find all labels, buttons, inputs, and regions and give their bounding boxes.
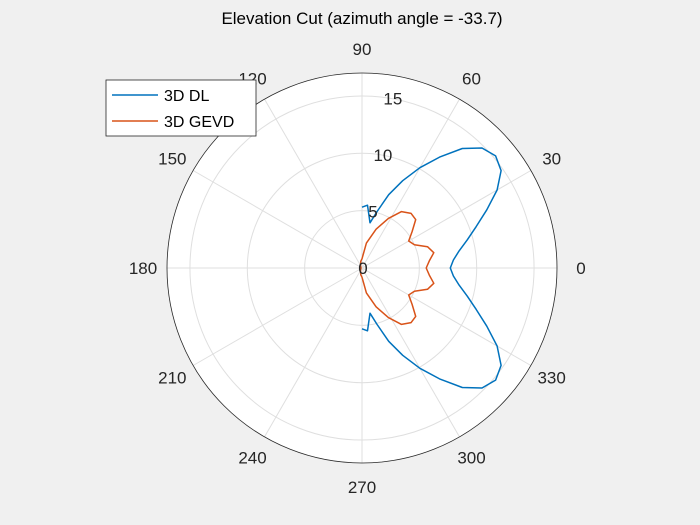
theta-gridline-30 <box>361 170 532 269</box>
r-gridline-5 <box>304 210 420 326</box>
theta-gridline-330 <box>361 267 532 366</box>
theta-tick-label: 240 <box>238 449 266 468</box>
r-tick-label: 15 <box>383 90 402 109</box>
r-gridline-10 <box>246 152 478 384</box>
theta-tick-label: 90 <box>353 40 372 59</box>
legend-entry: 3D GEVD <box>164 114 234 131</box>
theta-tick-label: 330 <box>537 369 565 388</box>
theta-tick-label: 300 <box>457 449 485 468</box>
legend-entry: 3D DL <box>164 88 209 105</box>
theta-gridline-120 <box>264 98 363 269</box>
legend-box <box>105 79 257 137</box>
r-tick-label: 10 <box>373 146 392 165</box>
theta-tick-label: 60 <box>462 69 481 88</box>
theta-gridline-150 <box>192 170 363 269</box>
radial-tick-labels: 0 5 10 15 <box>358 90 402 278</box>
theta-tick-label: 0 <box>576 259 585 278</box>
r-gridline-15 <box>189 95 535 441</box>
theta-tick-label: 210 <box>158 369 186 388</box>
polar-grid <box>166 72 558 464</box>
legend[interactable]: 3D DL 3D GEVD <box>105 79 257 137</box>
r-tick-label: 0 <box>358 259 367 278</box>
series-line-1 <box>361 147 502 389</box>
theta-gridline-60 <box>361 98 460 269</box>
chart-title: Elevation Cut (azimuth angle = -33.7) <box>221 9 502 28</box>
theta-gridline-240 <box>264 267 363 438</box>
data-series <box>358 147 502 389</box>
series-line-2 <box>358 210 435 326</box>
theta-tick-label: 270 <box>348 478 376 497</box>
r-tick-label: 5 <box>368 203 377 222</box>
theta-tick-label: 150 <box>158 150 186 169</box>
theta-gridline-210 <box>192 267 363 366</box>
theta-tick-label: 30 <box>542 150 561 169</box>
theta-tick-label: 180 <box>129 259 157 278</box>
theta-gridline-300 <box>361 267 460 438</box>
polar-outer-ring <box>166 72 558 464</box>
